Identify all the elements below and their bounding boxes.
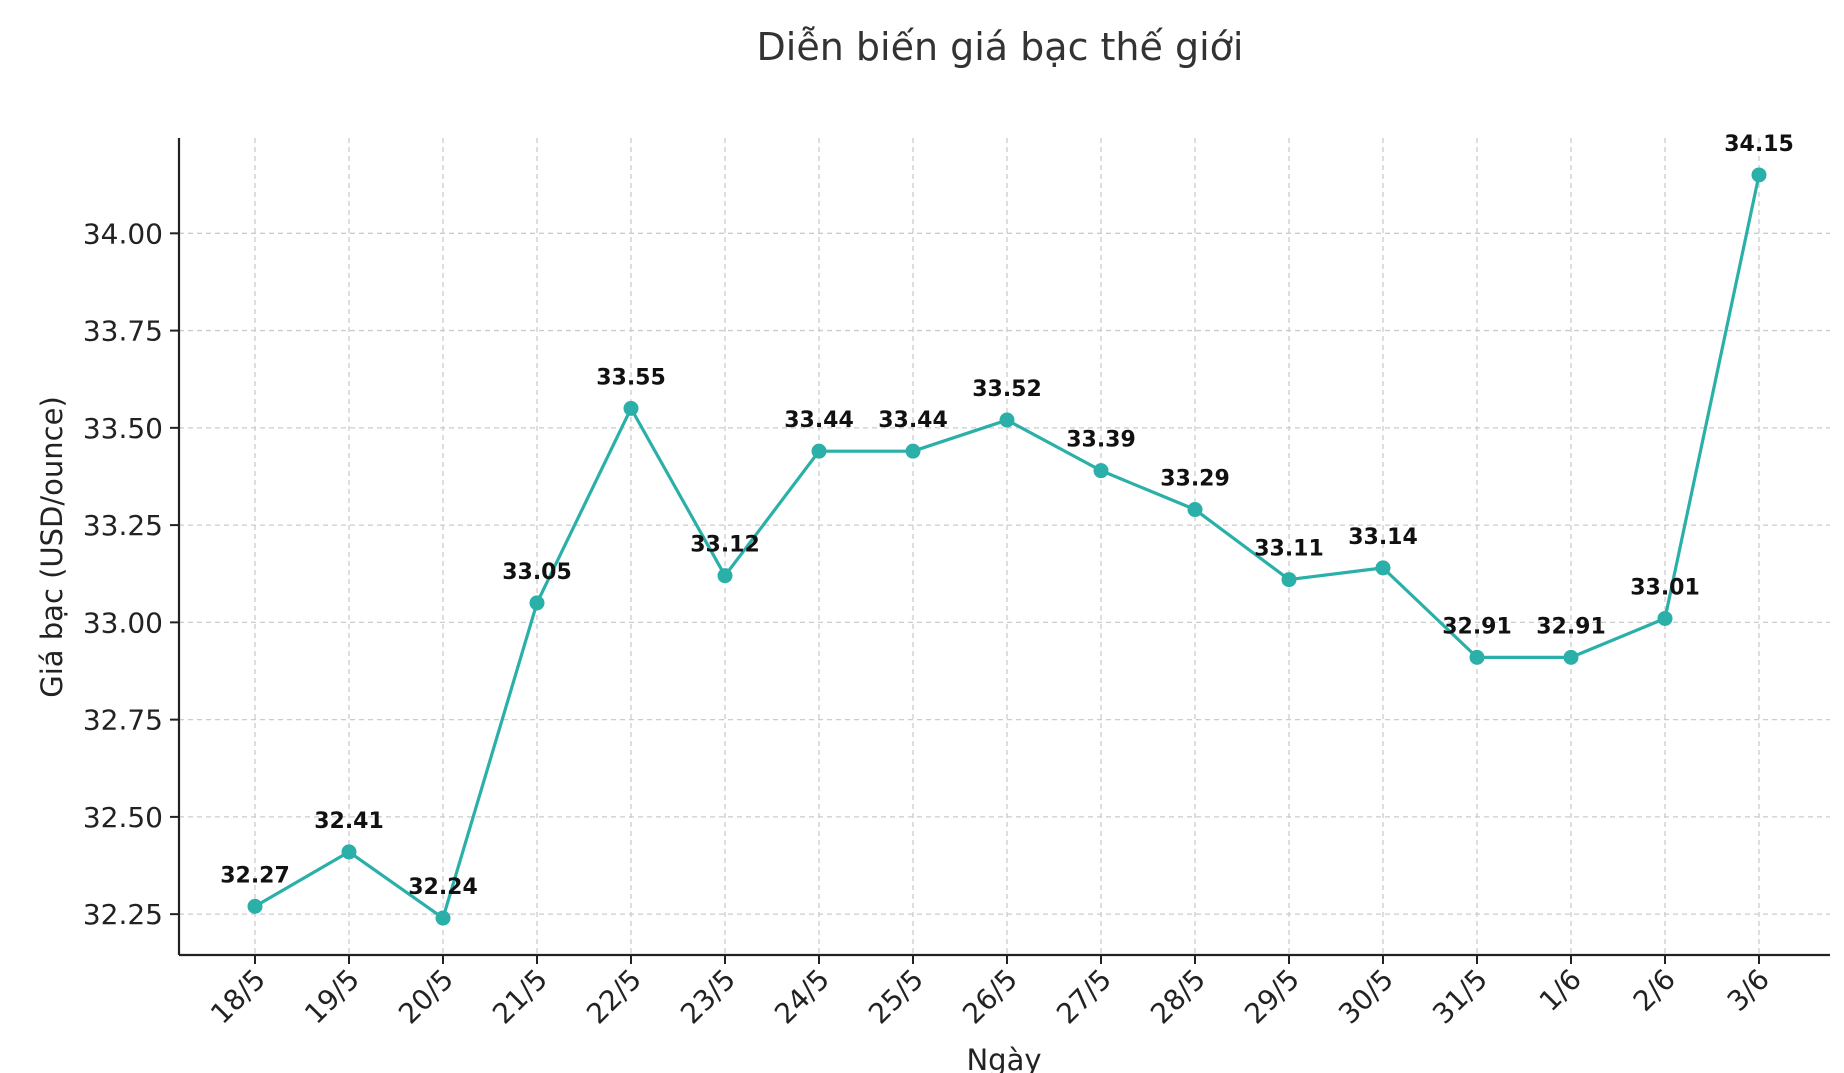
- data-point: [435, 910, 451, 926]
- data-label: 34.15: [1724, 132, 1794, 157]
- data-label: 33.14: [1348, 525, 1418, 550]
- x-axis-title: Ngày: [966, 1043, 1041, 1073]
- data-label: 33.12: [690, 533, 760, 558]
- y-tick-label: 33.50: [83, 412, 163, 445]
- data-point: [1093, 463, 1109, 479]
- data-point: [1281, 572, 1297, 588]
- data-point: [1751, 167, 1767, 183]
- data-point: [999, 412, 1015, 428]
- data-label: 33.11: [1254, 537, 1324, 562]
- x-tick-label: 3/6: [1721, 963, 1776, 1018]
- x-tick-label: 1/6: [1533, 963, 1588, 1018]
- data-label: 33.05: [502, 560, 572, 585]
- y-tick-label: 32.25: [83, 898, 163, 931]
- y-ticks: 32.25 32.50 32.75 33.00 33.25 33.50 33.75 34.00: [83, 217, 179, 931]
- data-point: [1469, 649, 1485, 665]
- data-label: 33.01: [1630, 575, 1700, 600]
- axes: [177, 138, 1830, 957]
- data-labels: 32.27 32.41 32.24 33.05 33.55 33.12 33.44 33.44…: [220, 132, 1794, 900]
- x-ticks: 18/5 19/5 20/5 21/5 22/5 23/5 24/5 25/5 26/5 27/5…: [204, 955, 1776, 1030]
- data-point: [623, 400, 639, 416]
- data-point: [1187, 502, 1203, 518]
- chart-title: Diễn biến giá bạc thế giới: [757, 25, 1244, 69]
- x-tick-label: 26/5: [956, 963, 1024, 1031]
- y-axis-title: Giá bạc (USD/ounce): [35, 396, 69, 698]
- x-tick-label: 31/5: [1426, 963, 1494, 1031]
- series: [247, 167, 1767, 926]
- data-point: [1563, 649, 1579, 665]
- y-tick-label: 34.00: [83, 217, 163, 250]
- x-tick-label: 2/6: [1627, 963, 1682, 1018]
- data-point: [905, 443, 921, 459]
- data-point: [811, 443, 827, 459]
- y-tick-label: 32.75: [83, 704, 163, 737]
- y-tick-label: 32.50: [83, 801, 163, 834]
- data-label: 33.44: [784, 408, 854, 433]
- y-tick-label: 33.25: [83, 509, 163, 542]
- data-label: 33.44: [878, 408, 948, 433]
- x-tick-label: 30/5: [1332, 963, 1400, 1031]
- x-tick-label: 25/5: [862, 963, 930, 1031]
- x-tick-label: 24/5: [768, 963, 836, 1031]
- x-tick-label: 20/5: [392, 963, 460, 1031]
- data-point: [1375, 560, 1391, 576]
- data-label: 32.27: [220, 863, 290, 888]
- data-point: [529, 595, 545, 611]
- data-label: 33.39: [1066, 428, 1136, 453]
- x-tick-label: 19/5: [298, 963, 366, 1031]
- x-tick-label: 18/5: [204, 963, 272, 1031]
- x-tick-label: 28/5: [1144, 963, 1212, 1031]
- grid: [179, 138, 1830, 955]
- data-label: 32.91: [1442, 614, 1512, 639]
- data-point: [717, 568, 733, 584]
- y-tick-label: 33.00: [83, 606, 163, 639]
- data-point: [341, 844, 357, 860]
- data-point: [1657, 610, 1673, 626]
- data-label: 33.52: [972, 377, 1042, 402]
- x-tick-label: 23/5: [674, 963, 742, 1031]
- data-label: 33.29: [1160, 467, 1230, 492]
- data-point: [247, 898, 263, 914]
- data-label: 32.91: [1536, 614, 1606, 639]
- data-label: 32.41: [314, 809, 384, 834]
- y-tick-label: 33.75: [83, 315, 163, 348]
- x-tick-label: 22/5: [580, 963, 648, 1031]
- x-tick-label: 29/5: [1238, 963, 1306, 1031]
- data-label: 33.55: [596, 365, 666, 390]
- x-tick-label: 27/5: [1050, 963, 1118, 1031]
- data-label: 32.24: [408, 875, 478, 900]
- x-tick-label: 21/5: [486, 963, 554, 1031]
